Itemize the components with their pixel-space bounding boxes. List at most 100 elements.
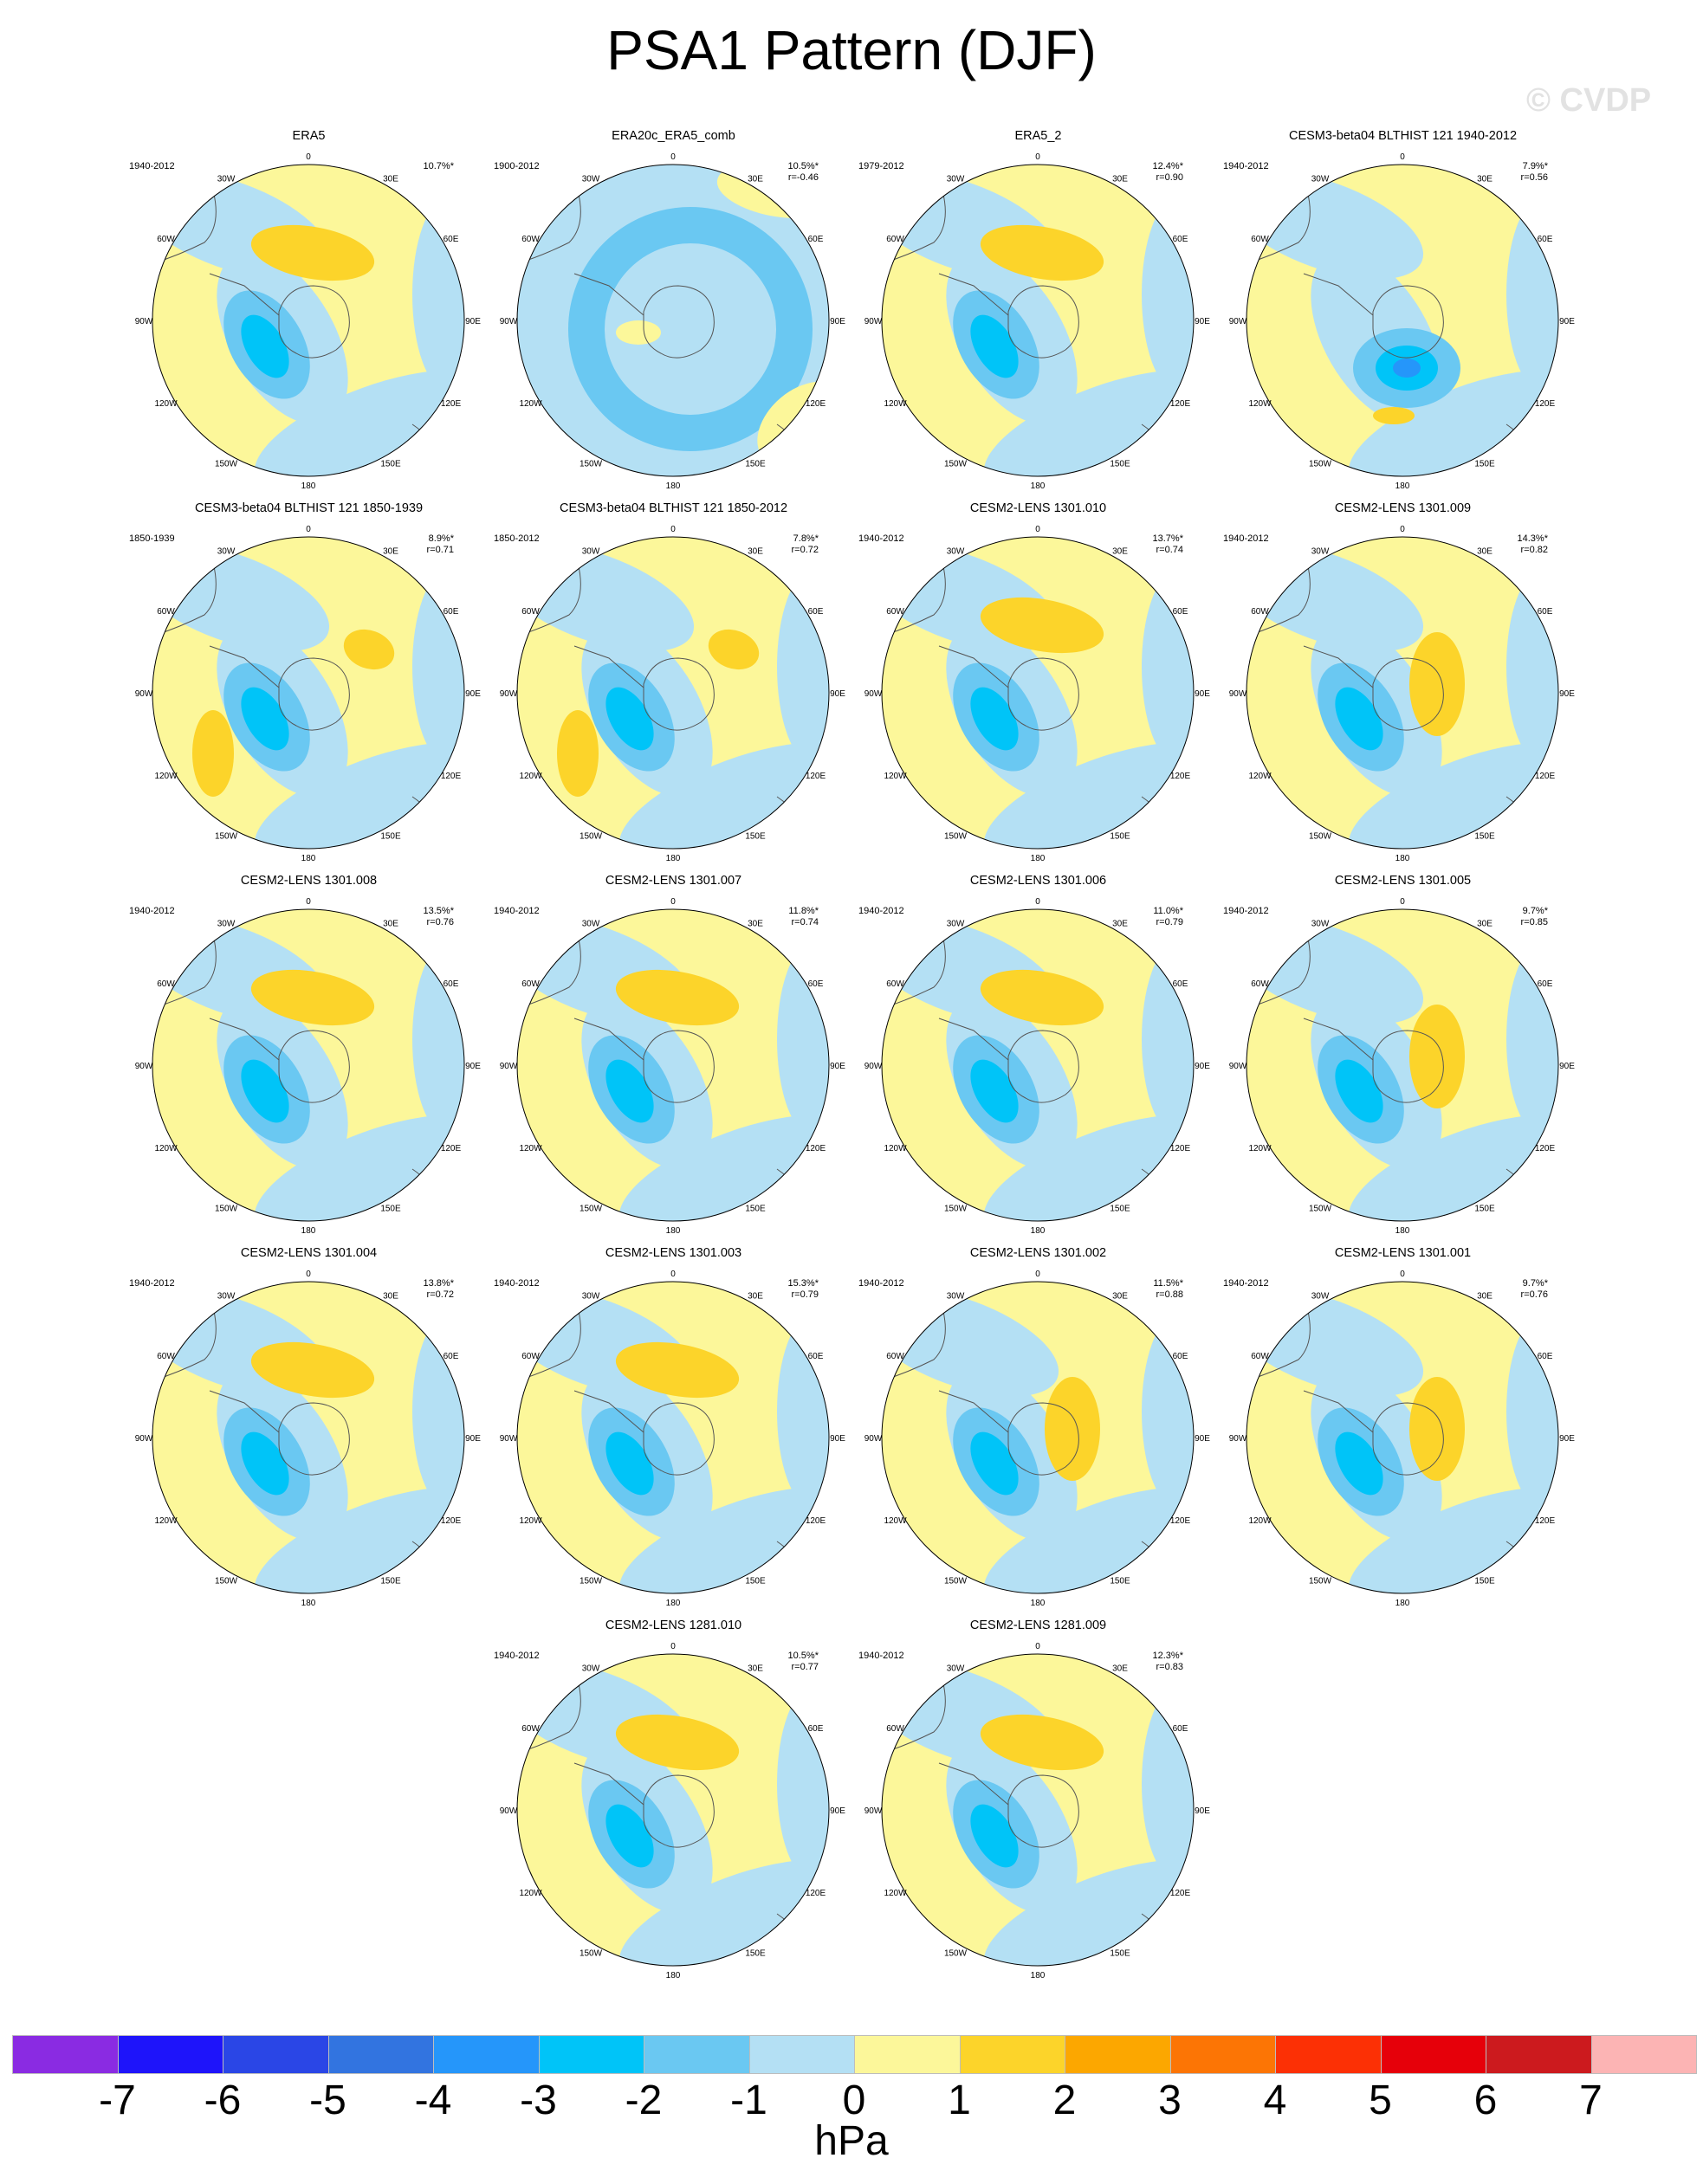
negative-anomaly-region: [618, 742, 829, 849]
panel-title: CESM2-LENS 1301.004: [240, 1246, 378, 1260]
colorbar-swatch: [327, 2035, 434, 2074]
longitude-label: 150W: [580, 832, 603, 842]
longitude-label: 180: [301, 1599, 316, 1608]
longitude-label: 150W: [944, 1205, 968, 1214]
negative-anomaly-region: [618, 1487, 829, 1593]
negative-anomaly-core: [241, 687, 289, 751]
longitude-label: 60W: [521, 1352, 540, 1361]
longitude-label: 120E: [1535, 1516, 1556, 1526]
negative-anomaly-region: [618, 1115, 829, 1221]
negative-anomaly-region: [254, 1115, 464, 1221]
longitude-label: 150W: [580, 1577, 603, 1586]
longitude-label: 30E: [1477, 175, 1493, 184]
longitude-label: 120W: [884, 772, 907, 781]
panel-variance-explained: 11.0%*: [1153, 906, 1183, 916]
longitude-label: 120E: [441, 1144, 462, 1153]
longitude-label: 180: [1395, 1599, 1410, 1608]
negative-anomaly-region: [1142, 572, 1194, 762]
longitude-label: 60W: [157, 235, 175, 244]
antarctica-coastline: [938, 1018, 1079, 1103]
panel-pattern-correlation: r=0.76: [426, 917, 455, 927]
antarctica-coastline: [573, 645, 715, 731]
antarctica-coastline: [1303, 1018, 1444, 1103]
negative-anomaly-region: [983, 1487, 1194, 1593]
longitude-label: 60W: [157, 979, 175, 989]
colorbar-tick-label: 5: [1369, 2077, 1392, 2123]
colorbar-swatch: [644, 2035, 750, 2074]
longitude-label: 150E: [1474, 832, 1495, 842]
longitude-label: 60E: [808, 979, 824, 989]
longitude-label: 150E: [1110, 1949, 1130, 1959]
longitude-label: 90E: [1559, 1434, 1575, 1444]
longitude-label: 150E: [745, 460, 766, 469]
negative-anomaly-core: [605, 687, 654, 751]
map-panel: CESM2-LENS 1301.002 1940-2012 11.5%* r=0.88…: [855, 1245, 1221, 1618]
panel-title: CESM2-LENS 1301.006: [969, 874, 1107, 888]
longitude-label: 0: [670, 525, 676, 534]
negative-anomaly-region: [1142, 1689, 1194, 1879]
longitude-label: 30W: [947, 547, 965, 557]
longitude-label: 0: [1400, 897, 1405, 907]
positive-anomaly-core: [980, 1714, 1104, 1771]
longitude-label: 150E: [1110, 460, 1130, 469]
panel-period: 1900-2012: [494, 161, 540, 171]
longitude-label: 120W: [1248, 1516, 1272, 1526]
polar-map: 0 30E 60E 90E 120E 150E 180 150W 120W 90W 60W 30W: [864, 152, 1211, 491]
longitude-label: 60E: [1173, 1352, 1188, 1361]
panel-title: CESM2-LENS 1301.002: [969, 1246, 1107, 1260]
longitude-label: 120E: [1535, 399, 1556, 409]
map-panel: CESM3-beta04 BLTHIST 121 1850-2012 1850-2…: [490, 501, 857, 873]
panel-title: ERA5_2: [1014, 129, 1062, 143]
polar-map: 0 30E 60E 90E 120E 150E 180 150W 120W 90W 60W 30W: [135, 1270, 482, 1608]
panel-period: 1850-2012: [494, 533, 540, 544]
positive-anomaly-core: [1409, 1377, 1465, 1481]
negative-anomaly-region: [412, 572, 464, 762]
longitude-label: 90E: [830, 317, 845, 326]
colorbar-tick-label: 2: [1052, 2077, 1077, 2123]
panel-title: CESM2-LENS 1281.009: [969, 1619, 1107, 1632]
polar-map: 0 30E 60E 90E 120E 150E 180 150W 120W 90W 60W 30W: [1229, 1270, 1576, 1608]
longitude-label: 120E: [441, 772, 462, 781]
longitude-label: 180: [301, 1226, 316, 1236]
map-panel: CESM2-LENS 1301.007 1940-2012 11.8%* r=0.74…: [490, 873, 857, 1245]
panel-variance-explained: 11.8%*: [788, 906, 819, 916]
longitude-label: 30E: [383, 175, 398, 184]
longitude-label: 120E: [806, 1516, 826, 1526]
longitude-label: 120E: [1170, 1889, 1191, 1898]
longitude-label: 90W: [500, 1434, 518, 1444]
longitude-label: 120W: [154, 1144, 178, 1153]
positive-anomaly: [616, 320, 661, 345]
map-boundary: [1246, 536, 1559, 850]
longitude-label: 150E: [380, 460, 401, 469]
negative-anomaly-core: [241, 1431, 289, 1496]
longitude-label: 150W: [944, 1949, 968, 1959]
map-boundary: [516, 1653, 830, 1967]
longitude-label: 90W: [500, 317, 518, 326]
longitude-label: 60E: [1173, 607, 1188, 617]
longitude-label: 0: [670, 897, 676, 907]
colorbar-swatch: [538, 2035, 644, 2074]
longitude-label: 30E: [1112, 547, 1128, 557]
longitude-label: 30W: [217, 920, 236, 929]
map-boundary: [881, 1281, 1195, 1594]
longitude-label: 180: [301, 854, 316, 863]
longitude-label: 60E: [444, 607, 459, 617]
antarctica-coastline: [1303, 273, 1444, 359]
longitude-label: 0: [670, 1642, 676, 1651]
longitude-label: 90W: [135, 1062, 153, 1071]
longitude-label: 60W: [886, 235, 904, 244]
longitude-label: 120W: [884, 1889, 907, 1898]
longitude-label: 180: [1395, 854, 1410, 863]
longitude-label: 60E: [1173, 235, 1188, 244]
colorbar-tick-label: 0: [842, 2077, 866, 2123]
panel-variance-explained: 10.7%*: [423, 161, 454, 171]
colorbar-tick-label: -6: [204, 2077, 242, 2123]
longitude-label: 180: [666, 854, 681, 863]
panel-variance-explained: 11.5%*: [1153, 1278, 1183, 1289]
panel-title: CESM2-LENS 1301.007: [605, 874, 742, 888]
longitude-label: 30W: [582, 920, 600, 929]
negative-anomaly-region: [254, 370, 464, 476]
negative-anomaly-region: [254, 1487, 464, 1593]
panel-variance-explained: 7.8%*: [793, 533, 819, 544]
panel-title: CESM2-LENS 1301.009: [1334, 501, 1472, 515]
